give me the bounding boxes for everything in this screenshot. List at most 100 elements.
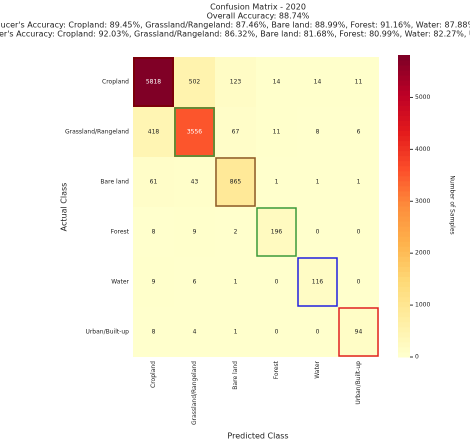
cell	[133, 107, 174, 157]
colorbar-segment	[398, 120, 410, 126]
colorbar-segment	[398, 256, 410, 262]
colorbar-segment	[398, 311, 410, 318]
cell-label: 123	[230, 79, 242, 86]
cell	[174, 107, 215, 157]
cell	[133, 157, 174, 207]
cell	[133, 257, 174, 307]
cell	[256, 207, 297, 257]
cell	[133, 307, 174, 357]
cell	[133, 207, 174, 257]
cell	[297, 257, 338, 307]
colorbar-segment	[398, 70, 410, 76]
colorbar-segment	[398, 326, 410, 333]
colorbar-segment	[398, 150, 410, 157]
colorbar-segment	[398, 100, 410, 106]
cell	[215, 257, 256, 307]
cell	[174, 207, 215, 257]
colorbar-segment	[398, 251, 410, 257]
colorbar-segment	[398, 266, 410, 272]
colorbar-segment	[398, 341, 410, 348]
colorbar-segment	[398, 206, 410, 212]
colorbar-tick-label: 2000	[415, 250, 430, 257]
cell	[256, 107, 297, 157]
cell-label: 94	[355, 329, 363, 336]
cell-label: 116	[312, 279, 324, 286]
colorbar-tick-label: 5000	[415, 94, 430, 101]
colorbar-segment	[398, 221, 410, 227]
cell	[174, 157, 215, 207]
highlight-box	[338, 307, 379, 357]
colorbar-segment	[398, 165, 410, 172]
colorbar-segment	[398, 180, 410, 187]
colorbar-segment	[398, 306, 410, 313]
colorbar-segment	[398, 346, 410, 353]
cell	[297, 107, 338, 157]
cell	[297, 157, 338, 207]
x-tick-label: Grassland/Rangeland	[191, 361, 198, 425]
cell	[174, 257, 215, 307]
cell-label: 9	[152, 279, 156, 286]
cell-label: 1	[275, 179, 279, 186]
y-tick-label: Water	[111, 279, 129, 286]
cell-label: 1	[234, 279, 238, 286]
colorbar-segment	[398, 140, 410, 147]
cell-label: 6	[357, 129, 361, 136]
chart-subtitle: Overall Accuracy: 88.74%	[207, 12, 310, 21]
cell	[256, 157, 297, 207]
cell-label: 3556	[187, 129, 202, 136]
cell-label: 9	[193, 229, 197, 236]
colorbar-segment	[398, 271, 410, 277]
cell	[215, 57, 256, 107]
colorbar-segment	[398, 246, 410, 252]
colorbar-segment	[398, 231, 410, 237]
cell-label: 1	[357, 179, 361, 186]
cell-label: 0	[316, 329, 320, 336]
colorbar-segment	[398, 216, 410, 222]
colorbar-segment	[398, 85, 410, 91]
colorbar-segment	[398, 65, 410, 71]
cell-label: 418	[148, 129, 160, 136]
cell-label: 5818	[146, 79, 161, 86]
colorbar-segment	[398, 281, 410, 288]
cell-label: 8	[316, 129, 320, 136]
cell-label: 865	[230, 179, 242, 186]
cell-label: 196	[271, 229, 283, 236]
cell-label: 2	[234, 229, 238, 236]
cell-label: 0	[275, 329, 279, 336]
colorbar-segment	[398, 236, 410, 242]
colorbar-segment	[398, 75, 410, 81]
y-tick-label: Grassland/Rangeland	[65, 129, 129, 136]
colorbar-tick-label: 1000	[415, 302, 430, 309]
cell	[174, 307, 215, 357]
colorbar-segment	[398, 190, 410, 197]
cell	[215, 157, 256, 207]
x-axis-title: Predicted Class	[227, 432, 288, 441]
cell-label: 4	[193, 329, 197, 336]
x-tick-label: Bare land	[232, 361, 239, 390]
cell	[174, 57, 215, 107]
cell-label: 6	[193, 279, 197, 286]
cell-label: 502	[189, 79, 201, 86]
annotation: User's Accuracy: Cropland: 92.03%, Grass…	[0, 30, 470, 39]
cell-label: 0	[316, 229, 320, 236]
x-tick-label: Water	[314, 360, 321, 378]
chart-title: Confusion Matrix - 2020	[210, 3, 306, 12]
highlight-box	[215, 157, 256, 207]
cell	[297, 307, 338, 357]
cell	[338, 207, 379, 257]
x-tick-label: Cropland	[150, 361, 157, 388]
colorbar-segment	[398, 130, 410, 137]
cell	[133, 57, 174, 107]
colorbar-tick-label: 3000	[415, 198, 430, 205]
cell	[338, 107, 379, 157]
colorbar-segment	[398, 336, 410, 343]
colorbar-segment	[398, 351, 410, 358]
colorbar-segment	[398, 211, 410, 217]
cell	[338, 257, 379, 307]
colorbar-segment	[398, 135, 410, 142]
colorbar-segment	[398, 160, 410, 167]
colorbar-segment	[398, 321, 410, 328]
colorbar-segment	[398, 110, 410, 116]
colorbar-segment	[398, 90, 410, 96]
colorbar-segment	[398, 276, 410, 282]
